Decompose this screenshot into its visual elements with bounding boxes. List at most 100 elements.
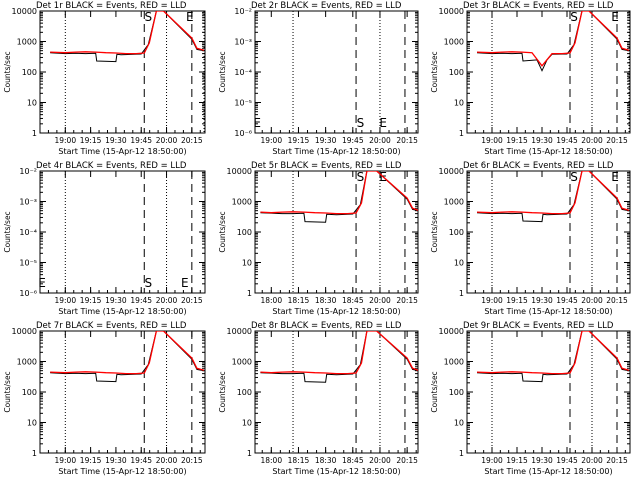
x-axis-label: Start Time (15-Apr-12 18:50:00) xyxy=(58,307,186,316)
x-tick-label: 20:00 xyxy=(156,296,178,305)
plot-frame xyxy=(254,330,419,454)
x-tick-label: 19:00 xyxy=(54,296,76,305)
x-tick-label: 19:15 xyxy=(506,136,528,145)
y-axis-label: Counts/sec xyxy=(218,211,227,252)
y-tick-label: 1000 xyxy=(232,198,252,207)
events-series-line xyxy=(260,331,418,383)
y-tick-label: 1 xyxy=(247,289,252,298)
y-tick-label: 100 xyxy=(22,68,37,77)
x-tick-label: 20:15 xyxy=(396,456,418,465)
x-tick-label: 19:00 xyxy=(481,296,503,305)
y-tick-label: 1000 xyxy=(444,38,464,47)
panel-title: Det 9r BLACK = Events, RED = LLD xyxy=(463,321,614,331)
plot-frame xyxy=(254,170,419,294)
y-tick-label: 10⁻² xyxy=(234,7,252,16)
x-tick-label: 19:45 xyxy=(342,136,364,145)
x-tick-label: 20:00 xyxy=(369,136,391,145)
x-tick-label: 19:30 xyxy=(105,136,127,145)
lld-series-line xyxy=(476,331,630,375)
y-tick-label: 10⁻⁵ xyxy=(234,99,252,108)
x-tick-label: 19:30 xyxy=(531,456,553,465)
x-tick-label: 18:00 xyxy=(260,456,282,465)
x-tick-label: 18:30 xyxy=(315,296,337,305)
panel-title: Det 1r BLACK = Events, RED = LLD xyxy=(36,1,187,11)
x-tick-label: 20:15 xyxy=(396,136,418,145)
lld-series-line xyxy=(50,331,205,375)
y-tick-label: 1 xyxy=(459,289,464,298)
x-tick-label: 20:00 xyxy=(581,136,603,145)
x-tick-label: 20:00 xyxy=(156,136,178,145)
y-axis-label: Counts/sec xyxy=(218,371,227,412)
x-tick-label: 19:30 xyxy=(531,296,553,305)
y-tick-label: 100 xyxy=(237,228,252,237)
y-axis-label: Counts/sec xyxy=(430,51,439,92)
panel-title: Det 3r BLACK = Events, RED = LLD xyxy=(463,1,614,11)
y-axis-label: Counts/sec xyxy=(3,211,12,252)
panel-det-9: Det 9r BLACK = Events, RED = LLD 1 10 100 10… xyxy=(430,321,631,476)
y-tick-label: 10 xyxy=(242,259,252,268)
x-tick-label: 20:00 xyxy=(369,296,391,305)
end-marker: E xyxy=(38,276,46,290)
panel-det-6: Det 6r BLACK = Events, RED = LLD 1 10 100 10… xyxy=(430,161,631,316)
x-tick-label: 20:00 xyxy=(156,456,178,465)
y-tick-label: 10000 xyxy=(227,327,252,336)
x-tick-label: 20:15 xyxy=(606,136,628,145)
x-tick-label: 19:45 xyxy=(556,296,578,305)
y-tick-label: 10⁻⁴ xyxy=(234,68,252,77)
x-axis-label: Start Time (15-Apr-12 18:50:00) xyxy=(58,467,186,476)
x-tick-label: 19:30 xyxy=(315,136,337,145)
x-tick-label: 19:00 xyxy=(481,456,503,465)
plot-frame xyxy=(466,330,631,454)
plot-frame xyxy=(39,330,206,454)
x-tick-label: 20:15 xyxy=(181,456,203,465)
y-axis-label: Counts/sec xyxy=(218,51,227,92)
y-tick-label: 10 xyxy=(454,419,464,428)
y-tick-label: 10⁻² xyxy=(19,167,37,176)
x-tick-label: 19:30 xyxy=(105,456,127,465)
x-tick-label: 19:45 xyxy=(130,456,152,465)
lld-series-line xyxy=(50,11,205,55)
plot-frame xyxy=(466,170,631,294)
y-tick-label: 1000 xyxy=(17,358,37,367)
y-tick-label: 100 xyxy=(449,68,464,77)
panel-det-7: Det 7r BLACK = Events, RED = LLD 1 10 100 10… xyxy=(3,321,206,476)
end-marker: E xyxy=(379,116,387,130)
y-tick-label: 10 xyxy=(27,99,37,108)
y-tick-label: 10 xyxy=(454,259,464,268)
x-tick-label: 19:15 xyxy=(80,136,102,145)
panel-det-4: Det 4r BLACK = Events, RED = LLD 10⁻⁶ 10⁻⁵… xyxy=(3,161,206,316)
y-tick-label: 100 xyxy=(22,388,37,397)
x-tick-label: 19:30 xyxy=(105,296,127,305)
x-tick-label: 18:30 xyxy=(315,456,337,465)
x-tick-label: 18:45 xyxy=(342,296,364,305)
x-tick-label: 19:15 xyxy=(506,456,528,465)
x-tick-label: 19:00 xyxy=(54,136,76,145)
x-tick-label: 19:15 xyxy=(80,296,102,305)
x-tick-label: 19:30 xyxy=(531,136,553,145)
x-axis-label: Start Time (15-Apr-12 18:50:00) xyxy=(484,467,612,476)
x-tick-label: 19:45 xyxy=(556,456,578,465)
end-marker: E xyxy=(611,10,619,24)
start-marker: S xyxy=(145,10,153,24)
x-axis-label: Start Time (15-Apr-12 18:50:00) xyxy=(272,147,400,156)
y-tick-label: 1000 xyxy=(444,198,464,207)
lld-series-line xyxy=(476,171,630,215)
start-marker: S xyxy=(570,10,578,24)
y-tick-label: 100 xyxy=(449,388,464,397)
end-marker: E xyxy=(181,276,189,290)
x-tick-label: 20:15 xyxy=(606,456,628,465)
plot-frame xyxy=(254,10,419,134)
panel-title: Det 6r BLACK = Events, RED = LLD xyxy=(463,161,614,171)
panel-det-3: Det 3r BLACK = Events, RED = LLD 1 10 100 10… xyxy=(430,1,631,156)
y-tick-label: 10⁻⁶ xyxy=(19,289,37,298)
x-axis-label: Start Time (15-Apr-12 18:50:00) xyxy=(58,147,186,156)
panel-det-2: Det 2r BLACK = Events, RED = LLD 10⁻⁶ 10⁻⁵… xyxy=(218,1,419,156)
end-marker: E xyxy=(186,10,194,24)
lld-series-line xyxy=(476,11,630,67)
y-tick-label: 10⁻³ xyxy=(19,198,37,207)
y-tick-label: 1000 xyxy=(232,358,252,367)
y-axis-label: Counts/sec xyxy=(3,51,12,92)
panel-title: Det 7r BLACK = Events, RED = LLD xyxy=(36,321,187,331)
y-tick-label: 1000 xyxy=(17,38,37,47)
